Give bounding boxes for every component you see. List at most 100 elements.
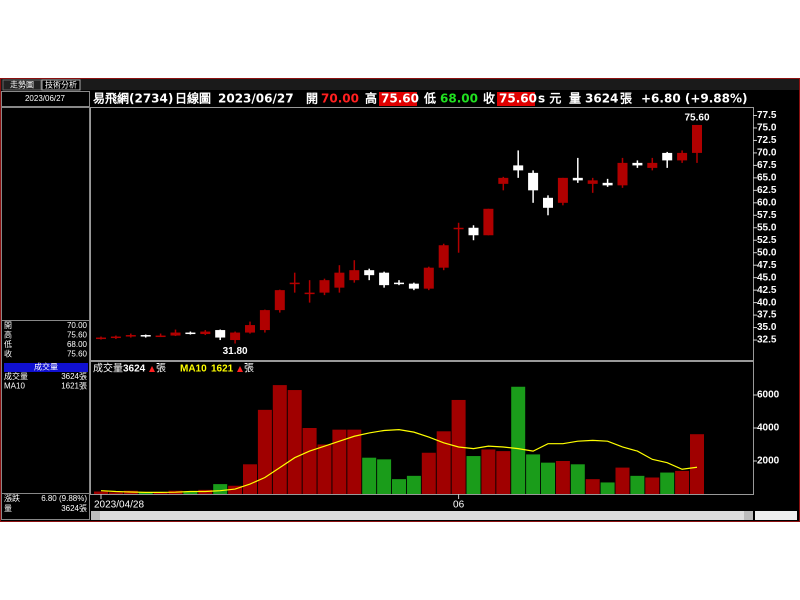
candle-body (230, 332, 241, 341)
side-header-text: 成交量 (34, 362, 58, 372)
legend-name: MA10 (180, 364, 207, 375)
volume-bar (555, 461, 570, 494)
tab-label[interactable]: 技術分析 (45, 80, 77, 90)
highlight (379, 92, 417, 106)
y-tick-label: 70.0 (757, 148, 777, 159)
side-box (1, 107, 90, 520)
volume-bar (94, 491, 108, 494)
label: 開 (306, 92, 318, 106)
volume-bar (183, 491, 198, 494)
side-box (1, 91, 90, 107)
high: 75.60 (381, 92, 419, 106)
side-label: MA10 (4, 382, 25, 391)
side-label: 開 (4, 321, 12, 330)
y-tick-label: 55.0 (757, 222, 777, 233)
scroll-left[interactable] (91, 511, 100, 520)
side-label: 高 (4, 330, 12, 340)
y-tick-label: 65.0 (757, 173, 777, 184)
candle-body (394, 282, 404, 285)
candle-body (334, 272, 345, 288)
volume-bar (213, 484, 228, 494)
candle-body (602, 182, 613, 186)
y-tick-label: 52.5 (757, 235, 777, 246)
legend-name: 成交量 (93, 362, 123, 375)
tab-label[interactable]: 走勢圖 (10, 80, 34, 90)
volume-bar (570, 464, 585, 494)
y-tick-label: 35.0 (757, 322, 777, 333)
y-tick-label: 75.0 (757, 123, 777, 134)
volume-bar (466, 456, 481, 494)
volume-bar (436, 431, 451, 494)
side-value: 3624張 (61, 504, 87, 513)
candle-body (483, 208, 494, 236)
price-panel (90, 107, 754, 361)
candle-body (408, 283, 419, 289)
tab[interactable] (41, 79, 81, 91)
legend-unit: 張 (156, 363, 166, 375)
volume-bar (138, 492, 153, 494)
volume-bar (108, 492, 123, 494)
candle-body (200, 331, 211, 335)
candle-body (245, 325, 255, 333)
volume-bar (481, 449, 496, 494)
volume-bar (347, 429, 362, 494)
y-tick-label: 37.5 (757, 310, 777, 321)
candle-body (349, 270, 360, 281)
y-tick-label: 40.0 (757, 297, 777, 308)
max-label: 75.60 (684, 113, 709, 124)
y-tick-label: 67.5 (757, 160, 777, 171)
volume-bar (675, 470, 690, 494)
candle-body (438, 245, 449, 268)
legend-value: 3624 (123, 364, 146, 375)
volume-bar (243, 464, 257, 494)
y-tick-label: 57.5 (757, 210, 777, 221)
volume: 3624 (585, 92, 618, 106)
label: 量 (569, 92, 581, 106)
stock-name: 易飛網(2734) (93, 91, 173, 106)
candle-body (692, 124, 702, 153)
tab[interactable] (2, 79, 42, 91)
volume-bar (526, 454, 541, 494)
period: 日線圖 (175, 91, 211, 106)
y-tick-label: 72.5 (757, 135, 777, 146)
volume-bar (600, 482, 615, 494)
volume-bar (257, 409, 272, 494)
unit: s 元 (538, 92, 561, 106)
low: 68.00 (440, 92, 478, 106)
scroll-right[interactable] (744, 511, 753, 520)
open: 70.00 (321, 92, 359, 106)
volume-bar (302, 428, 317, 494)
date: 2023/06/27 (218, 92, 294, 106)
candle-body (319, 280, 330, 293)
volume-bar (541, 462, 555, 494)
volume-bar (421, 452, 436, 494)
volume-bar (317, 444, 332, 494)
candle-body (155, 335, 166, 338)
candle-body (453, 227, 464, 230)
candle-body (170, 332, 181, 336)
scrollbar[interactable] (91, 511, 753, 520)
candle-body (498, 177, 509, 184)
candle-body (617, 162, 628, 186)
toolbar[interactable] (755, 511, 797, 520)
x-tick-label: 2023/04/28 (94, 500, 144, 511)
candle-body (587, 180, 598, 184)
side-header (4, 363, 88, 372)
y-tick-label: 42.5 (757, 285, 777, 296)
candle-body (647, 162, 658, 168)
side-label: 成交量 (4, 371, 28, 381)
volume-bar (615, 467, 630, 494)
y-tick-label: 4000 (757, 423, 780, 434)
candle-body (662, 152, 673, 161)
min-label: 31.80 (223, 346, 248, 357)
volume-bar (332, 429, 347, 494)
side-value: 3624張 (61, 372, 87, 381)
candle-body (259, 310, 270, 331)
volume-bar (690, 434, 704, 494)
side-value: 75.60 (67, 350, 88, 359)
candle-body (304, 292, 315, 295)
label: 收 (483, 91, 495, 106)
candle-body (215, 330, 226, 338)
arrow (149, 366, 155, 372)
candle-body (125, 335, 136, 337)
